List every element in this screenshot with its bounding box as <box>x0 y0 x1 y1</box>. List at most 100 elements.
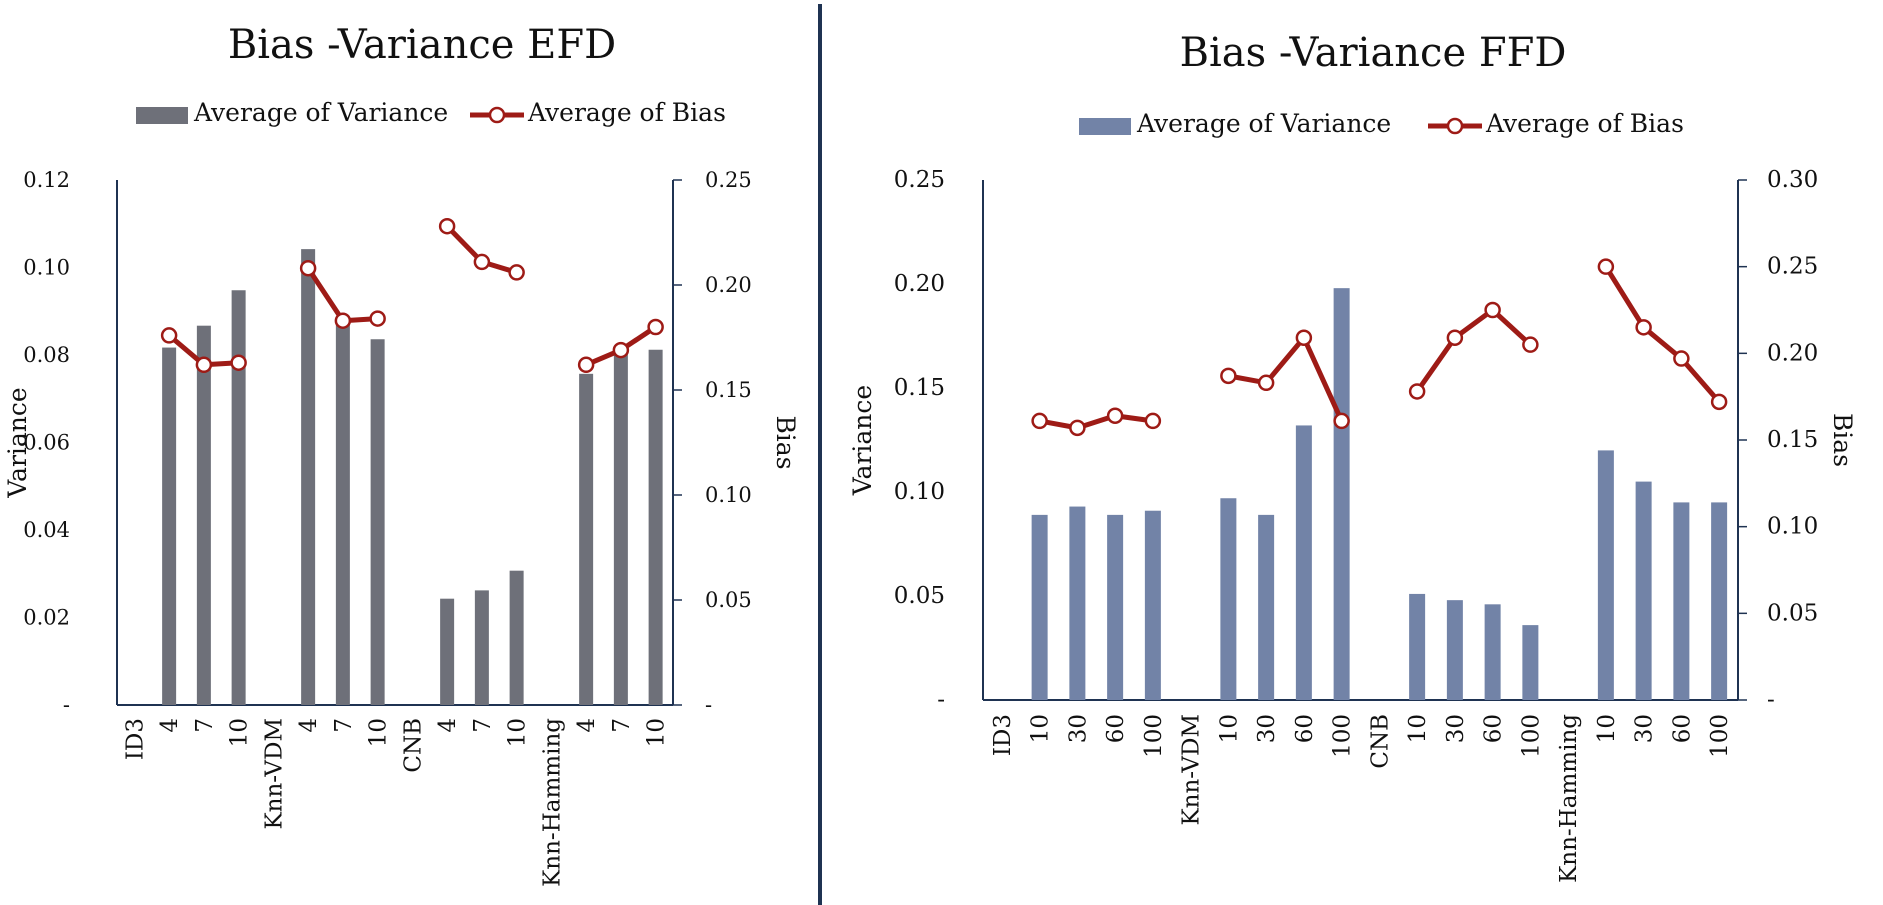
chart2-bias-point <box>1597 258 1615 275</box>
chart1-legend-bias-label: Average of Bias <box>527 98 726 127</box>
chart1-x-tick-label: ID3 <box>122 718 148 760</box>
chart2-y2-axis-title: Bias <box>1828 413 1857 467</box>
chart1-legend-variance-swatch <box>136 107 188 124</box>
chart1-x-tick-label: 10 <box>505 718 531 747</box>
chart1-legend-bias-marker <box>488 106 506 124</box>
chart1-bias-point <box>334 312 352 329</box>
chart2-y-tick-label: - <box>937 687 945 713</box>
chart2-x-tick-label: 10 <box>1028 714 1054 743</box>
chart2-variance-bar <box>1295 425 1312 700</box>
chart1-variance-bar <box>335 318 350 705</box>
chart2-x-tick-label: 10 <box>1216 714 1242 743</box>
chart1-bias-point <box>230 354 247 371</box>
chart1-x-tick-label: 4 <box>574 718 600 733</box>
chart1-bias-point <box>577 356 595 374</box>
chart2-bias-point <box>1295 329 1313 346</box>
chart1-y2-tick-label: 0.25 <box>705 168 752 192</box>
chart1-variance-bar <box>509 570 524 705</box>
chart1-bias-point <box>160 327 178 344</box>
chart2-x-tick-label: 60 <box>1292 714 1318 743</box>
chart2-x-tick-label: 100 <box>1141 714 1167 758</box>
chart1-y-tick-label: - <box>63 693 70 717</box>
chart1-y2-tick-label: 0.05 <box>705 588 752 612</box>
chart1-y-tick-label: 0.04 <box>23 518 70 542</box>
chart2-bias-point <box>1069 419 1086 437</box>
chart1-x-tick-label: 7 <box>331 718 357 733</box>
chart2-y-tick-label: 0.10 <box>894 479 945 505</box>
chart2-bias-line <box>1415 307 1533 393</box>
chart1-x-tick-label: 7 <box>192 718 218 733</box>
chart1-variance-bar <box>370 339 385 705</box>
chart1-x-tick-label: 4 <box>157 718 183 733</box>
chart1-y-tick-label: 0.12 <box>23 168 70 192</box>
chart2-x-tick-label: 60 <box>1103 714 1129 743</box>
chart2-legend-bias-marker <box>1446 117 1464 135</box>
chart1-x-tick-label: 10 <box>227 718 253 747</box>
chart1-x-tick-label: Knn-VDM <box>261 718 287 830</box>
chart1-x-tick-label: 10 <box>644 718 670 747</box>
chart2-variance-bar <box>1409 593 1426 700</box>
chart2-variance-bar <box>1484 604 1501 700</box>
chart2-variance-bar <box>1069 506 1086 700</box>
chart1-variance-bar <box>579 373 594 705</box>
chart1-y-tick-label: 0.06 <box>23 431 70 455</box>
chart2-bias-point <box>1710 393 1728 411</box>
chart2-bias-point <box>1257 374 1275 392</box>
chart2-bias-point <box>1144 412 1162 430</box>
chart2-x-tick-label: CNB <box>1367 714 1393 769</box>
chart2-bias-point <box>1333 412 1350 430</box>
chart1-variance-bar <box>231 290 246 705</box>
chart2-x-tick-label: 60 <box>1669 714 1695 743</box>
chart1-bias-point <box>473 253 491 271</box>
chart2-legend-variance-swatch <box>1079 118 1131 135</box>
chart1-variance-bar <box>162 347 177 705</box>
chart1-bias-point <box>647 318 664 336</box>
chart1-bias-point <box>438 217 456 235</box>
chart1-title: Bias -Variance EFD <box>228 22 616 68</box>
chart1-variance-bar <box>648 349 663 705</box>
chart1-x-tick-label: 7 <box>609 718 635 733</box>
chart2-variance-bar <box>1711 502 1728 700</box>
chart1-x-tick-label: CNB <box>400 718 426 773</box>
chart2-variance-bar <box>1031 514 1048 700</box>
chart1-bias-point <box>612 341 630 359</box>
chart1-y-tick-label: 0.02 <box>23 606 70 630</box>
chart1-x-tick-label: 4 <box>435 718 461 733</box>
chart2-title: Bias -Variance FFD <box>1180 30 1567 76</box>
chart1-variance-bar <box>474 590 489 705</box>
chart2-x-tick-label: Knn-Hamming <box>1556 714 1582 883</box>
chart1-bias-point <box>369 310 386 327</box>
chart2-x-tick-label: 10 <box>1405 714 1431 743</box>
chart2-bias-point <box>1673 350 1690 367</box>
chart2-x-tick-label: 30 <box>1632 714 1658 743</box>
chart1-x-tick-label: 7 <box>470 718 496 733</box>
chart1-variance-bar <box>301 249 316 705</box>
chart2-x-tick-label: 100 <box>1330 714 1356 758</box>
chart2-variance-bar <box>1333 288 1350 700</box>
chart2-x-tick-label: 100 <box>1518 714 1544 758</box>
chart2-bias-point <box>1446 329 1464 346</box>
chart1-y-tick-label: 0.08 <box>23 343 70 367</box>
chart2-x-tick-label: 30 <box>1254 714 1280 743</box>
chart1-y2-axis-title: Bias <box>771 415 800 469</box>
chart2-x-tick-label: Knn-VDM <box>1179 714 1205 826</box>
chart2-variance-bar <box>1107 514 1124 700</box>
chart1-variance-bar <box>440 598 455 705</box>
chart2-y-tick-label: 0.05 <box>894 583 945 609</box>
chart2-y-tick-label: 0.25 <box>894 167 945 193</box>
chart2-y2-tick-label: 0.10 <box>1767 514 1818 540</box>
chart1-y2-tick-label: 0.20 <box>705 273 752 297</box>
chart2-x-tick-label: 30 <box>1065 714 1091 743</box>
chart2-y-tick-label: 0.15 <box>894 375 945 401</box>
chart1-y2-tick-label: - <box>705 693 712 717</box>
chart1-y2-tick-label: 0.15 <box>705 378 752 402</box>
chart2-variance-bar <box>1220 498 1237 700</box>
chart2-x-tick-label: 10 <box>1594 714 1620 743</box>
chart2-y2-tick-label: 0.30 <box>1767 167 1818 193</box>
chart1-x-tick-label: 10 <box>366 718 392 747</box>
chart2-y2-tick-label: 0.15 <box>1767 427 1818 453</box>
chart2-bias-line <box>1039 413 1154 431</box>
chart2-y-tick-label: 0.20 <box>894 271 945 297</box>
chart2-variance-bar <box>1522 625 1539 700</box>
